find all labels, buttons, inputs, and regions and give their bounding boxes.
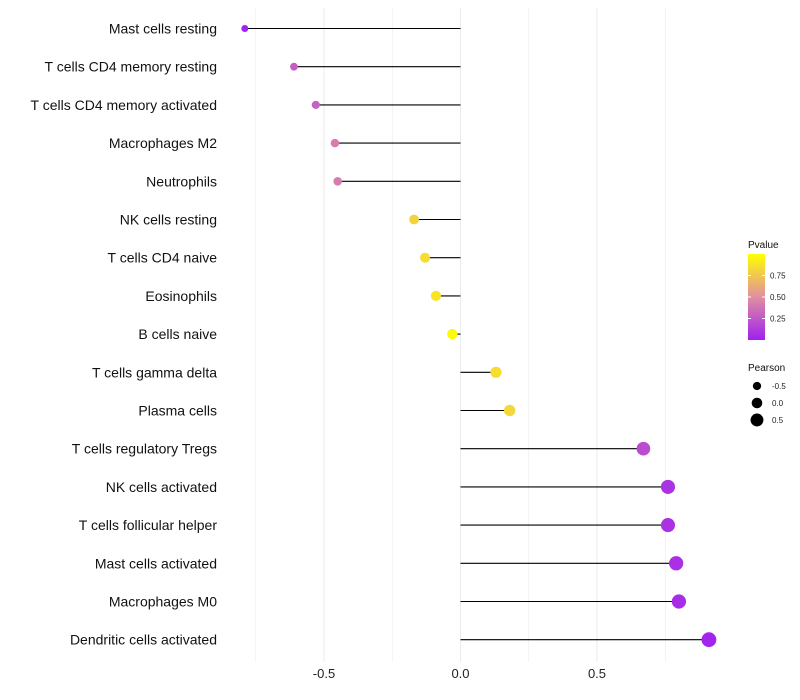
category-label: Neutrophils: [146, 173, 217, 189]
lollipop-point: [660, 479, 676, 494]
lollipop-point: [290, 62, 298, 71]
lollipop-stems: [244, 27, 709, 641]
category-label: T cells CD4 memory activated: [31, 97, 217, 113]
size-legend-label: 0.0: [772, 399, 784, 408]
category-label: Dendritic cells activated: [70, 632, 217, 648]
color-legend-bar: [748, 254, 765, 340]
lollipop-point: [669, 556, 684, 571]
category-label: Eosinophils: [145, 288, 217, 304]
lollipop-point: [490, 366, 502, 378]
size-legend-keys: -0.5 0.0 0.5: [750, 381, 786, 427]
lollipop-point: [241, 25, 249, 32]
grid-lines: [255, 8, 666, 662]
category-label: Plasma cells: [138, 403, 217, 419]
x-axis-tick-labels: -0.5 0.0 0.5: [313, 666, 606, 681]
lollipop-point: [330, 138, 340, 148]
color-legend-tick-label: 0.75: [770, 272, 786, 281]
legend: Pvalue 0.75 0.50 0.25 Pearson -0.5 0.0 0.5: [748, 240, 786, 427]
category-label: T cells CD4 naive: [108, 250, 218, 266]
x-tick-label: 0.0: [451, 666, 469, 681]
lollipop-point: [409, 214, 419, 225]
category-label: B cells naive: [138, 326, 217, 342]
size-legend-label: 0.5: [772, 416, 784, 425]
category-label: Mast cells activated: [95, 555, 217, 571]
category-label: T cells CD4 memory resting: [45, 59, 217, 75]
lollipop-point: [701, 632, 717, 648]
category-label: Mast cells resting: [109, 21, 217, 37]
lollipop-point: [430, 290, 442, 301]
lollipop-point: [333, 177, 342, 186]
size-legend-point: [750, 413, 764, 427]
size-legend-point: [752, 381, 762, 391]
lollipop-point: [660, 518, 676, 533]
x-tick-label: -0.5: [313, 666, 335, 681]
category-label: T cells regulatory Tregs: [72, 441, 217, 457]
category-label: Macrophages M0: [109, 594, 217, 610]
category-label: T cells gamma delta: [92, 364, 217, 380]
size-legend-title: Pearson: [748, 363, 785, 374]
size-legend-label: -0.5: [772, 382, 786, 391]
lollipop-point: [311, 100, 320, 109]
category-label: Macrophages M2: [109, 135, 217, 151]
lollipop-point: [447, 328, 458, 340]
x-tick-label: 0.5: [588, 666, 606, 681]
size-legend-point: [751, 397, 763, 409]
color-legend-title: Pvalue: [748, 240, 779, 251]
category-label: NK cells resting: [120, 212, 217, 228]
color-legend-tick-label: 0.25: [770, 315, 786, 324]
category-labels: Mast cells resting T cells CD4 memory res…: [31, 21, 218, 648]
lollipop-point: [503, 404, 516, 417]
category-label: T cells follicular helper: [79, 517, 218, 533]
lollipop-point: [671, 594, 687, 609]
lollipop-points: [241, 25, 717, 648]
category-label: NK cells activated: [106, 479, 217, 495]
color-legend-ticks: 0.75 0.50 0.25: [748, 272, 786, 324]
color-legend-tick-label: 0.50: [770, 293, 786, 302]
lollipop-point: [636, 441, 651, 456]
lollipop-point: [420, 252, 431, 263]
